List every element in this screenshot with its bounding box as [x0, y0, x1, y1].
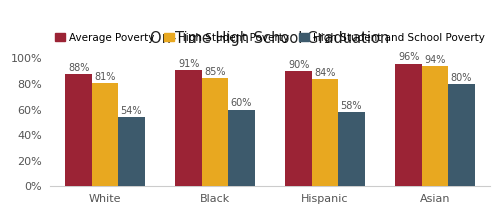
Text: 85%: 85%: [204, 67, 226, 77]
Bar: [448, 84, 474, 186]
Text: 91%: 91%: [178, 59, 200, 69]
Text: 80%: 80%: [450, 73, 472, 83]
Text: 54%: 54%: [120, 106, 142, 116]
Text: 58%: 58%: [340, 101, 362, 111]
Text: 81%: 81%: [94, 72, 116, 82]
Bar: [92, 83, 118, 186]
Text: 90%: 90%: [288, 60, 310, 70]
Bar: [422, 66, 448, 186]
Bar: [66, 74, 92, 186]
Bar: [202, 78, 228, 186]
Bar: [286, 71, 312, 186]
Text: 60%: 60%: [230, 99, 252, 108]
Bar: [228, 110, 254, 186]
Bar: [312, 79, 338, 186]
Text: 88%: 88%: [68, 63, 90, 73]
Text: 84%: 84%: [314, 68, 336, 78]
Legend: Average Poverty, High Student Poverty, High Student and School Poverty: Average Poverty, High Student Poverty, H…: [51, 28, 489, 47]
Bar: [338, 112, 364, 186]
Bar: [176, 70, 202, 186]
Bar: [396, 64, 422, 186]
Title: On-Time High School Graduation: On-Time High School Graduation: [150, 31, 390, 46]
Text: 94%: 94%: [424, 55, 446, 65]
Bar: [118, 117, 144, 186]
Text: 96%: 96%: [398, 53, 419, 62]
